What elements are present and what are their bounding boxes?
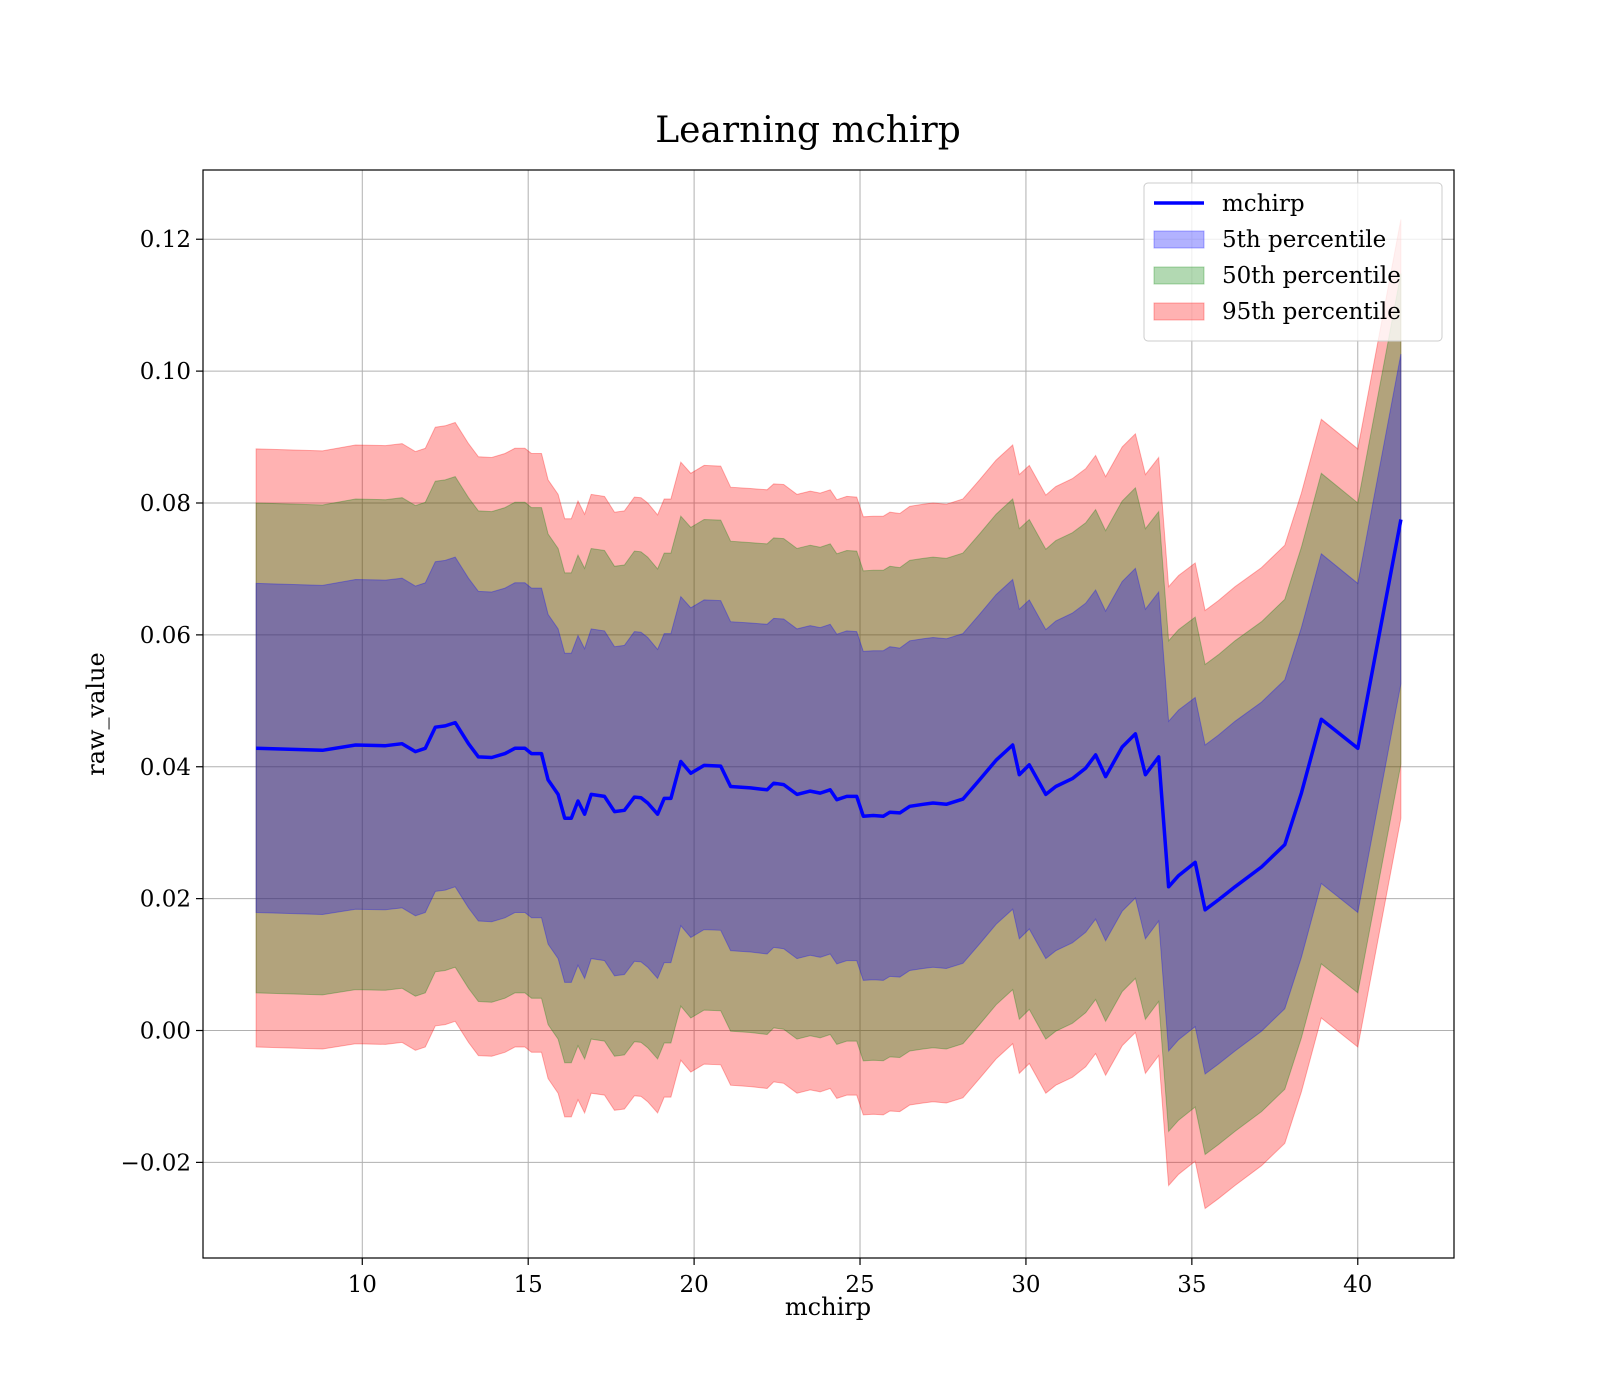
x-tick-label: 25 (845, 1272, 874, 1298)
band-band5 (255, 353, 1402, 1075)
legend-label: 50th percentile (1222, 263, 1401, 289)
y-tick-label: 0.04 (140, 755, 191, 781)
series-lines (256, 519, 1403, 912)
x-axis-ticks: 10 15 20 25 30 35 40 (348, 1258, 1372, 1298)
band-band50 (255, 273, 1402, 1156)
series-line-line (256, 519, 1403, 912)
legend-label: 95th percentile (1222, 299, 1401, 325)
legend: mchirp 5th percentile 50th percentile 95th … (1143, 182, 1443, 342)
legend-swatch-band50 (1153, 266, 1205, 285)
y-tick-label: 0.06 (140, 623, 191, 649)
y-tick-label: 0.10 (140, 359, 191, 385)
legend-label: 5th percentile (1222, 227, 1386, 253)
x-axis-label: mchirp (785, 1293, 871, 1321)
x-tick-label: 40 (1343, 1272, 1372, 1298)
x-tick-label: 20 (679, 1272, 708, 1298)
x-tick-label: 30 (1011, 1272, 1040, 1298)
y-tick-label: 0.08 (140, 491, 191, 517)
y-tick-label: −0.02 (121, 1150, 191, 1176)
y-axis-ticks: −0.02 0.00 0.02 0.04 0.06 0.08 0.10 0.12 (121, 227, 203, 1176)
y-axis-label: raw_value (82, 652, 110, 776)
x-tick-label: 15 (514, 1272, 543, 1298)
y-tick-label: 0.12 (140, 227, 191, 253)
x-tick-label: 35 (1177, 1272, 1206, 1298)
chart-title: Learning mchirp (655, 110, 961, 151)
legend-box (1143, 182, 1443, 342)
legend-label: mchirp (1222, 191, 1305, 217)
x-tick-label: 10 (348, 1272, 377, 1298)
percentile-bands (255, 219, 1402, 1210)
y-tick-label: 0.02 (140, 887, 191, 913)
plot-frame (202, 169, 1455, 1259)
legend-swatch-band95 (1153, 302, 1205, 321)
legend-swatch-band5 (1153, 230, 1205, 249)
grid (203, 170, 1454, 1258)
y-tick-label: 0.00 (140, 1019, 191, 1045)
band-band95 (255, 219, 1402, 1210)
